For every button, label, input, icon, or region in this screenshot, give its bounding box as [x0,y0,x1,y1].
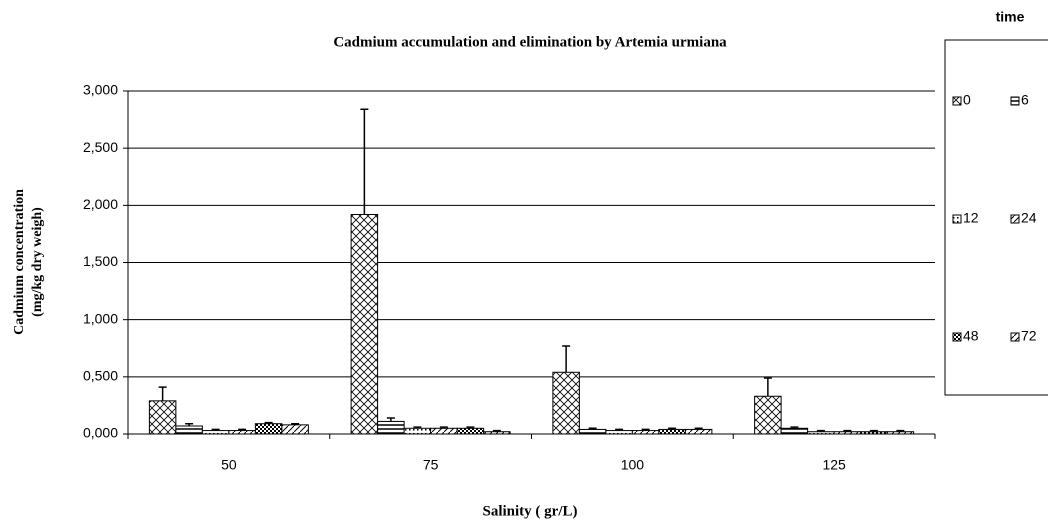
x-tick-label: 100 [621,457,645,473]
bar [281,424,309,435]
bar [631,430,660,435]
bar [833,431,862,435]
bar [228,430,256,435]
error-bar [641,428,650,431]
x-tick-label: 125 [822,457,846,473]
bar [886,431,915,435]
error-bar [238,428,247,431]
error-bar [185,422,194,426]
error-bar [413,426,422,429]
bar [807,431,835,435]
error-bar [439,426,448,429]
x-tick-label: 75 [423,457,439,473]
bar [430,427,458,435]
y-tick-label: 0,000 [83,425,118,441]
error-bar [694,427,703,430]
error-bar [466,426,475,429]
legend-label: 24 [1021,210,1037,226]
bar [780,427,809,435]
chart-title: Cadmium accumulation and elimination by … [333,34,727,50]
bar [350,213,379,435]
error-bar [588,427,597,430]
error-bar [492,429,501,432]
error-bar [869,429,878,432]
legend-label: 48 [963,328,979,344]
bar [201,430,230,435]
y-tick-label: 1,000 [83,310,118,326]
legend-label: 72 [1021,328,1037,344]
bar [403,427,432,435]
legend-label: 0 [963,92,971,108]
bar [684,428,713,435]
error-bar [896,429,905,432]
legend-swatch [1010,332,1020,342]
bar [578,428,607,435]
error-bar [763,377,772,397]
x-tick-label: 50 [221,457,237,473]
legend-label: 6 [1021,92,1029,108]
error-bar [816,429,825,432]
error-bar [843,429,852,432]
bar [456,427,485,435]
legend-swatch [1010,96,1020,106]
error-bar [790,426,799,429]
error-bar [291,422,300,425]
bar [254,423,283,435]
legend-box [944,39,1048,396]
error-bar [158,386,167,401]
y-tick-label: 2,500 [83,139,118,155]
y-tick-label: 2,000 [83,196,118,212]
error-bar [211,428,220,431]
bar [148,400,177,435]
bar [377,420,405,435]
y-tick-label: 0,500 [83,368,118,384]
bar [175,425,203,435]
legend-swatch [952,96,962,106]
y-tick-label: 3,000 [83,82,118,98]
legend-swatch [1010,214,1020,224]
error-bar [386,417,395,422]
error-bar [264,421,273,424]
bar [860,431,888,435]
legend-title: time [996,9,1025,25]
x-axis-title: Salinity ( gr/L) [482,503,577,519]
bar [658,428,686,435]
legend-swatch [952,332,962,342]
error-bar [668,427,677,430]
bar [552,371,580,435]
bar [754,395,782,435]
bar [483,431,511,435]
legend-label: 12 [963,210,979,226]
error-bar [615,428,624,431]
bar [605,430,633,435]
error-bar [562,345,571,373]
legend-swatch [952,214,962,224]
y-axis-title: Cadmium concentration [12,189,27,335]
error-bar [360,108,369,215]
y-axis-title: (mg/kg dry weigh) [30,207,45,317]
y-tick-label: 1,500 [83,253,118,269]
